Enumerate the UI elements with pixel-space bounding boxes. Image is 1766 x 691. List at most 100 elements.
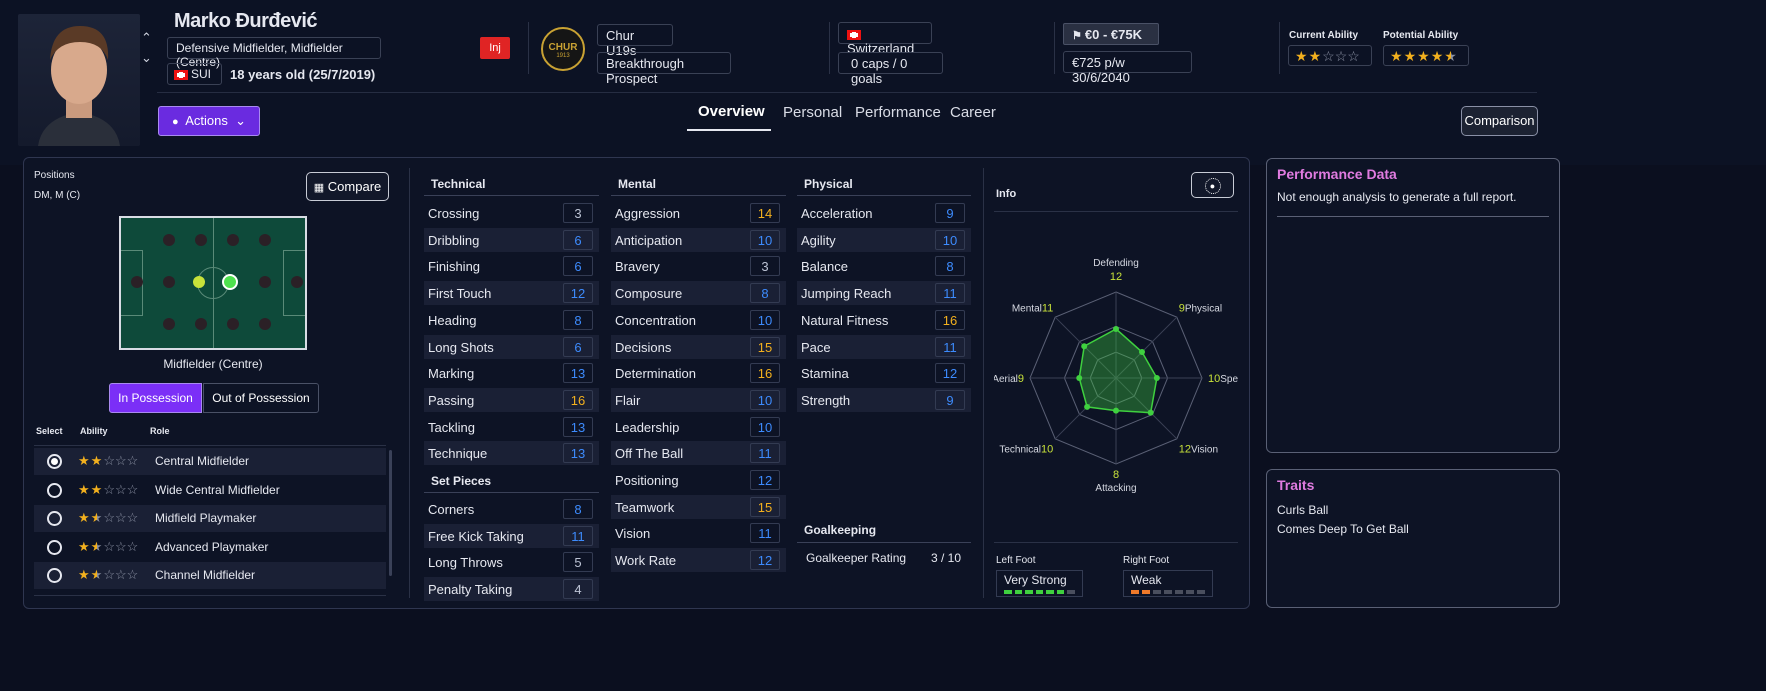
attribute-row[interactable]: Free Kick Taking 11	[424, 523, 599, 548]
attribute-name: Acceleration	[801, 206, 873, 221]
attribute-row[interactable]: Flair 10	[611, 387, 786, 412]
chevron-up-icon[interactable]: ⌃	[141, 30, 152, 45]
role-radio[interactable]	[47, 568, 62, 583]
role-radio[interactable]	[47, 454, 62, 469]
player-name: Marko Đurđević	[174, 10, 318, 32]
attribute-row[interactable]: Off The Ball 11	[611, 441, 786, 466]
star-empty-icon: ☆	[126, 453, 139, 468]
attribute-name: Composure	[615, 286, 683, 302]
club-name[interactable]: Chur U19s	[597, 24, 673, 58]
attribute-row[interactable]: Leadership 10	[611, 415, 786, 439]
attribute-row[interactable]: Vision 11	[611, 521, 786, 545]
potential-ability-stars: ★★★★★	[1383, 45, 1469, 66]
tab-career[interactable]: Career	[950, 104, 996, 121]
attribute-value: 11	[563, 525, 593, 546]
attribute-name: Long Throws	[428, 555, 503, 571]
attribute-row[interactable]: Anticipation 10	[611, 227, 786, 252]
role-list: ★★☆☆☆ Central Midfielder ★★☆☆☆ Wide Central…	[34, 448, 386, 593]
radar-point	[1084, 403, 1091, 410]
attribute-row[interactable]: Dribbling 6	[424, 227, 599, 252]
attribute-row[interactable]: Aggression 14	[611, 201, 786, 225]
radar-point	[1153, 375, 1160, 381]
attribute-row[interactable]: Acceleration 9	[797, 201, 971, 225]
tab-personal[interactable]: Personal	[783, 104, 843, 121]
attribute-value: 6	[563, 336, 593, 357]
attribute-row[interactable]: Composure 8	[611, 281, 786, 306]
attribute-row[interactable]: Marking 13	[424, 361, 599, 385]
star-full-icon: ★	[1403, 48, 1418, 64]
role-radio[interactable]	[47, 482, 62, 498]
attribute-row[interactable]: Technique 13	[424, 441, 599, 466]
attribute-row[interactable]: Positioning 12	[611, 468, 786, 492]
radar-value: 10	[1208, 373, 1220, 385]
attribute-row[interactable]: Balance 8	[797, 254, 971, 278]
attribute-row[interactable]: Natural Fitness 16	[797, 308, 971, 332]
attribute-name: Dribbling	[428, 232, 480, 248]
attribute-row[interactable]: Strength 9	[797, 387, 971, 412]
injury-badge[interactable]: Inj	[480, 37, 510, 59]
attribute-row[interactable]: Passing 16	[424, 387, 599, 412]
attribute-name: Off The Ball	[615, 446, 684, 462]
attribute-name: Anticipation	[615, 232, 683, 248]
swiss-flag-icon	[847, 29, 861, 40]
star-empty-icon: ☆	[103, 481, 115, 497]
comparison-button[interactable]: Comparison	[1461, 106, 1538, 136]
positions-title: Positions	[34, 170, 75, 181]
attribute-row[interactable]: Heading 8	[424, 308, 599, 332]
role-radio[interactable]	[47, 539, 62, 555]
attribute-row[interactable]: Penalty Taking 4	[424, 577, 599, 602]
attribute-row[interactable]: Crossing 3	[424, 201, 599, 225]
attribute-row[interactable]: Bravery 3	[611, 254, 786, 278]
attribute-value: 13	[563, 416, 593, 437]
col-role: Role	[150, 426, 170, 436]
tab-performance[interactable]: Performance	[855, 104, 941, 121]
in-possession-button[interactable]: In Possession	[109, 383, 202, 413]
attribute-row[interactable]: Pace 11	[797, 334, 971, 359]
out-of-possession-button[interactable]: Out of Possession	[203, 383, 319, 413]
attribute-row[interactable]: Jumping Reach 11	[797, 281, 971, 306]
actions-button[interactable]: ● Actions ⌄	[158, 106, 260, 136]
attribute-value: 16	[750, 363, 780, 384]
attribute-row[interactable]: Determination 16	[611, 361, 786, 385]
attribute-row[interactable]: Long Shots 6	[424, 334, 599, 359]
star-empty-icon: ☆	[1334, 48, 1348, 64]
attribute-row[interactable]: Decisions 15	[611, 334, 786, 359]
role-row[interactable]: ★★☆☆☆ Channel Midfielder	[34, 562, 386, 589]
attribute-name: Leadership	[615, 419, 680, 435]
player-icon-button[interactable]: ●	[1191, 172, 1234, 198]
player-badge-icon: ●	[1204, 177, 1221, 194]
secondary-position-dot	[193, 276, 205, 288]
role-ability-stars: ★★☆☆☆	[78, 567, 138, 583]
nation-box[interactable]: Switzerland	[838, 22, 932, 56]
role-radio[interactable]	[47, 511, 62, 526]
club-logo[interactable]: CHUR 1913	[541, 27, 585, 71]
role-name: Channel Midfielder	[155, 568, 256, 582]
attribute-row[interactable]: Agility 10	[797, 227, 971, 252]
compare-button[interactable]: ▦ Compare	[306, 172, 389, 201]
role-row[interactable]: ★★☆☆☆ Advanced Playmaker	[34, 534, 386, 561]
attribute-value: 11	[750, 523, 780, 544]
role-list-scrollbar[interactable]	[389, 450, 392, 576]
attribute-value: 11	[935, 336, 965, 357]
role-row[interactable]: ★★☆☆☆ Central Midfielder	[34, 448, 386, 475]
attribute-row[interactable]: Tackling 13	[424, 415, 599, 439]
goalkeeper-rating-label: Goalkeeper Rating	[806, 551, 907, 565]
attribute-row[interactable]: Long Throws 5	[424, 550, 599, 574]
attribute-row[interactable]: Concentration 10	[611, 308, 786, 332]
radar-area	[1078, 328, 1158, 414]
role-row[interactable]: ★★☆☆☆ Wide Central Midfielder	[34, 477, 386, 504]
attribute-row[interactable]: Corners 8	[424, 497, 599, 521]
attribute-row[interactable]: First Touch 12	[424, 281, 599, 306]
attribute-name: Work Rate	[615, 553, 677, 569]
role-row[interactable]: ★★☆☆☆ Midfield Playmaker	[34, 505, 386, 532]
radar-value: 12	[1179, 444, 1191, 456]
tab-overview[interactable]: Overview	[698, 103, 765, 120]
attribute-row[interactable]: Finishing 6	[424, 254, 599, 278]
pitch[interactable]	[119, 216, 307, 350]
attribute-row[interactable]: Work Rate 12	[611, 548, 786, 573]
attribute-value: 16	[935, 309, 965, 330]
attribute-row[interactable]: Teamwork 15	[611, 494, 786, 519]
attribute-row[interactable]: Stamina 12	[797, 361, 971, 385]
chevron-down-icon[interactable]: ⌄	[141, 50, 152, 65]
swiss-flag-icon	[174, 69, 188, 80]
